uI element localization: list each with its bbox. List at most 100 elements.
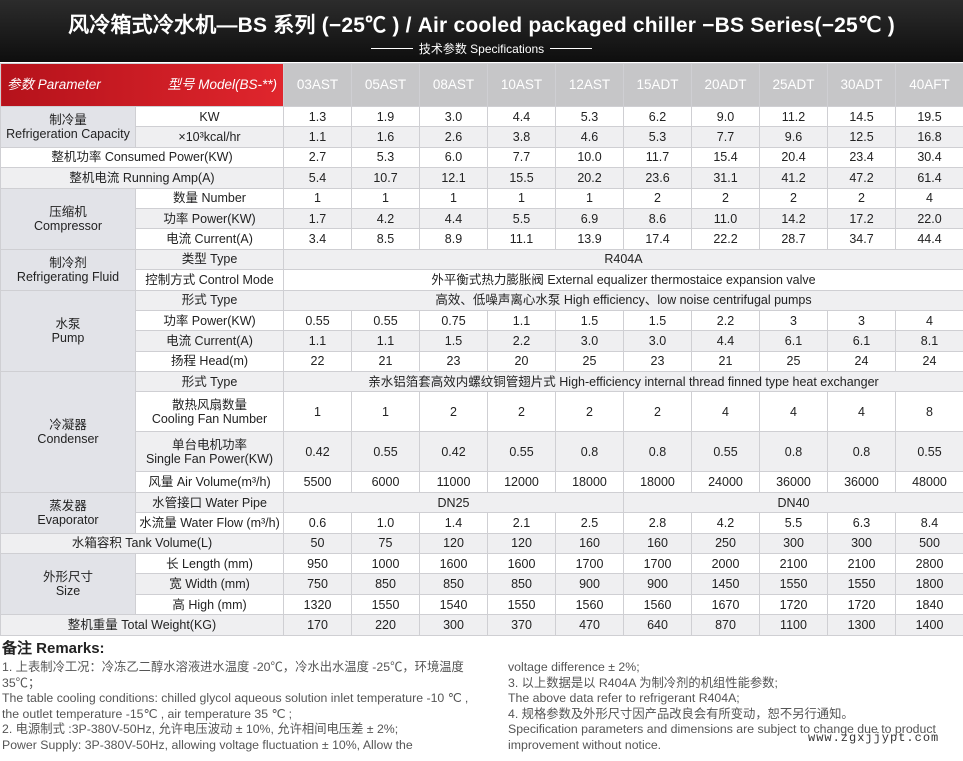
group-label-cn: 外形尺寸 xyxy=(42,570,93,585)
value-cell: 4.4 xyxy=(487,105,556,128)
remark-line: voltage difference ± 2%; xyxy=(508,660,640,674)
value-cell: 0.55 xyxy=(895,431,963,473)
value-cell: 4.4 xyxy=(419,207,488,230)
row-label: 数量 Number xyxy=(135,187,284,209)
value-cell: 0.8 xyxy=(759,431,828,473)
row-label: 整机电流 Running Amp(A) xyxy=(0,167,284,189)
param-label: 参数 Parameter xyxy=(7,77,101,92)
value-cell: 4 xyxy=(759,391,828,433)
row-label: 宽 Width (mm) xyxy=(135,573,284,595)
value-cell: 7.7 xyxy=(487,146,556,169)
value-cell: 50 xyxy=(283,532,352,555)
group-label: 蒸发器 Evaporator xyxy=(0,491,136,534)
value-cell: 15.4 xyxy=(691,146,760,169)
row-label: 功率 Power(KW) xyxy=(135,207,284,230)
value-cell: 640 xyxy=(623,614,692,636)
remark-line: 4. 规格参数及外形尺寸因产品改良会有所变动，恕不另行通知。 xyxy=(508,706,854,721)
value-cell: 18000 xyxy=(623,471,692,493)
group-label-en: Evaporator xyxy=(37,512,99,527)
header-row: 参数 Parameter 型号 Model(BS-**) 03AST 05AST 08A… xyxy=(0,63,963,107)
watermark: www.zgxjjypt.com xyxy=(808,731,940,745)
spec-row: 蒸发器 Evaporator 水管接口 Water Pipe DN25 DN40 xyxy=(0,491,963,534)
value-cell: 2000 xyxy=(691,553,760,575)
spec-row: 水流量 Water Flow (m³/h) 0.6 1.0 1.4 2.1 2.5 2.8 4… xyxy=(1,512,963,534)
value-cell: 0.8 xyxy=(827,431,896,473)
value-cell: 14.2 xyxy=(759,207,828,230)
param-header-inner: 参数 Parameter 型号 Model(BS-**) xyxy=(3,78,281,92)
value-cell: 10.7 xyxy=(351,167,420,189)
row-label: 类型 Type xyxy=(135,248,284,271)
value-cell: 18000 xyxy=(555,471,624,493)
model-header: 15ADT xyxy=(623,63,692,107)
spec-row: 风量 Air Volume(m³/h) 5500 6000 11000 12000 180… xyxy=(1,471,963,493)
value-cell: 1560 xyxy=(623,593,692,616)
value-cell: 6.2 xyxy=(623,105,692,128)
value-cell: 850 xyxy=(487,573,556,595)
value-cell: 0.55 xyxy=(283,309,352,332)
value-cell: 5.3 xyxy=(351,146,420,169)
value-cell: 0.75 xyxy=(419,309,488,332)
row-label: 散热风扇数量 Cooling Fan Number xyxy=(135,391,284,433)
value-cell: 6.9 xyxy=(555,207,624,230)
value-cell: 0.55 xyxy=(351,309,420,332)
value-cell: 1700 xyxy=(555,553,624,575)
value-cell: 0.55 xyxy=(691,431,760,473)
value-cell: 5.4 xyxy=(283,167,352,189)
value-cell: 1 xyxy=(419,187,488,209)
value-cell: 20.4 xyxy=(759,146,828,169)
value-cell: 12.5 xyxy=(827,126,896,148)
value-cell: 19.5 xyxy=(895,105,963,128)
value-cell: 1600 xyxy=(419,553,488,575)
value-cell: 1720 xyxy=(759,593,828,616)
value-cell: 900 xyxy=(623,573,692,595)
spec-row: 水箱容积 Tank Volume(L) 50 75 120 120 160 160 250 30… xyxy=(0,532,963,555)
row-label: 单台电机功率 Single Fan Power(KW) xyxy=(135,431,284,473)
value-cell: 1.1 xyxy=(283,126,352,148)
remark-line: 2. 电源制式 :3P-380V-50Hz, 允许电压波动 ± 10%, 允许相… xyxy=(2,722,399,736)
spec-row: 控制方式 Control Mode 外平衡式热力膨胀阀 External equa… xyxy=(1,269,963,291)
value-cell: 2.5 xyxy=(555,512,624,534)
spec-row: 电流 Current(A) 3.4 8.5 8.9 11.1 13.9 17.4 22.2 28… xyxy=(1,228,963,250)
spec-row: 宽 Width (mm) 750 850 850 850 900 900 1450 1550 15… xyxy=(1,573,963,595)
value-cell: 750 xyxy=(283,573,352,595)
value-cell: 9.0 xyxy=(691,105,760,128)
spec-table: 参数 Parameter 型号 Model(BS-**) 03AST 05AST 08A… xyxy=(0,63,963,636)
group-label-cn: 冷凝器 xyxy=(49,417,87,432)
value-cell: 31.1 xyxy=(691,167,760,189)
value-cell: 1840 xyxy=(895,593,963,616)
value-cell: 高效、低噪声离心水泵 High efficiency、low noise cen… xyxy=(283,289,963,311)
value-cell: 1720 xyxy=(827,593,896,616)
value-cell: 1400 xyxy=(895,614,963,636)
value-cell: 1.1 xyxy=(283,330,352,352)
row-label: 控制方式 Control Mode xyxy=(135,269,284,291)
value-cell: 23 xyxy=(623,350,692,373)
row-label: 形式 Type xyxy=(135,289,284,311)
value-cell: 1000 xyxy=(351,553,420,575)
row-label: 水箱容积 Tank Volume(L) xyxy=(0,532,284,555)
value-cell: 1.6 xyxy=(351,126,420,148)
remarks-title: 备注 Remarks: xyxy=(2,640,105,657)
spec-row: 整机重量 Total Weight(KG) 170 220 300 370 470 640 8… xyxy=(0,614,963,636)
value-cell: 3 xyxy=(827,309,896,332)
value-cell: 900 xyxy=(555,573,624,595)
model-header: 08AST xyxy=(419,63,488,107)
value-cell: 2 xyxy=(759,187,828,209)
row-label: ×10³kcal/hr xyxy=(135,126,284,148)
row-label: 水流量 Water Flow (m³/h) xyxy=(135,512,284,534)
value-cell: 1.5 xyxy=(555,309,624,332)
value-cell: 4 xyxy=(691,391,760,433)
value-cell: 22 xyxy=(283,350,352,373)
value-cell: 48000 xyxy=(895,471,963,493)
value-cell: 1560 xyxy=(555,593,624,616)
value-cell: 7.7 xyxy=(691,126,760,148)
row-label: 风量 Air Volume(m³/h) xyxy=(135,471,284,493)
value-cell: 17.2 xyxy=(827,207,896,230)
param-header: 参数 Parameter 型号 Model(BS-**) xyxy=(0,63,284,107)
value-cell: 2.2 xyxy=(487,330,556,352)
value-cell: 850 xyxy=(419,573,488,595)
value-cell: 41.2 xyxy=(759,167,828,189)
value-cell: 4 xyxy=(895,309,963,332)
group-label: 水泵 Pump xyxy=(0,289,136,373)
value-cell: 6000 xyxy=(351,471,420,493)
row-label: 高 High (mm) xyxy=(135,593,284,616)
